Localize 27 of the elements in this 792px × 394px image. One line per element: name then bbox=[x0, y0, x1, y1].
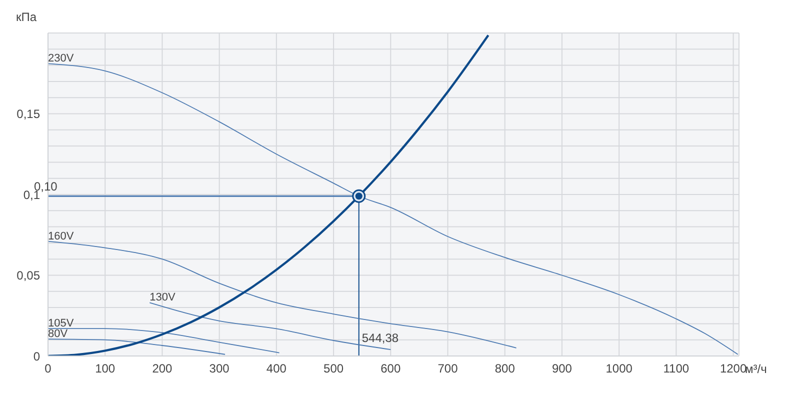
x-tick-label: 1100 bbox=[663, 362, 690, 376]
line-series bbox=[48, 240, 517, 348]
x-tick-label: 700 bbox=[438, 362, 458, 376]
y-tick-label: 0 bbox=[33, 349, 40, 364]
x-tick-label: 300 bbox=[209, 362, 230, 376]
y-axis-title: кПа bbox=[16, 10, 37, 24]
x-tick-label: 500 bbox=[324, 362, 344, 376]
x-tick-label: 100 bbox=[95, 362, 116, 376]
x-axis-title: м³/ч bbox=[745, 362, 767, 376]
series-label: 130V bbox=[150, 292, 176, 304]
line-series bbox=[48, 338, 226, 355]
series-label: 160V bbox=[48, 230, 74, 242]
line-series bbox=[48, 328, 280, 354]
ref-line-label: 544,38 bbox=[362, 331, 399, 345]
x-tick-label: 600 bbox=[380, 362, 401, 376]
x-tick-label: 200 bbox=[152, 362, 173, 376]
y-tick-label: 0,05 bbox=[16, 268, 40, 283]
x-tick-label: 1000 bbox=[606, 362, 633, 376]
y-tick-label: 0,15 bbox=[16, 107, 40, 122]
x-tick-label: 0 bbox=[44, 362, 52, 376]
x-tick-label: 900 bbox=[552, 362, 572, 376]
series-label: 80V bbox=[48, 328, 68, 340]
x-tick-label: 800 bbox=[494, 362, 516, 376]
x-tick-label: 1200 bbox=[720, 362, 747, 376]
series-label: 105V bbox=[48, 318, 74, 330]
x-tick-label: 400 bbox=[266, 362, 287, 376]
series-label: 230V bbox=[48, 52, 74, 65]
